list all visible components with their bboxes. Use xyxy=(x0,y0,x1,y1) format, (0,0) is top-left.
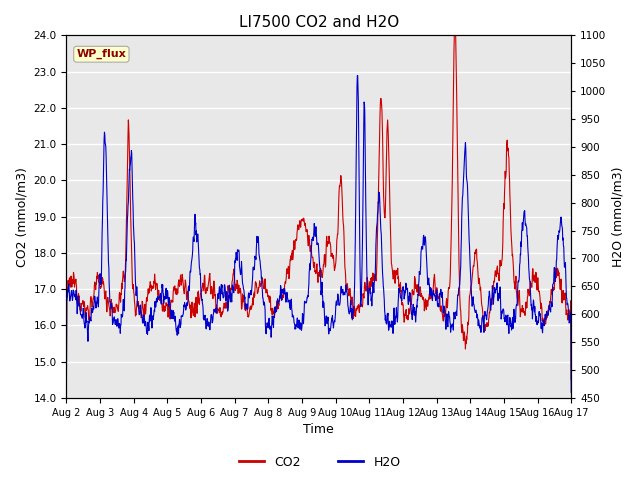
Title: LI7500 CO2 and H2O: LI7500 CO2 and H2O xyxy=(239,15,399,30)
CO2 xyxy=(122,240,130,245)
CO2 xyxy=(63,377,70,383)
H2O xyxy=(296,326,304,332)
H2O xyxy=(350,307,358,312)
CO2 xyxy=(102,290,109,296)
Text: WP_flux: WP_flux xyxy=(77,49,126,60)
X-axis label: Time: Time xyxy=(303,423,334,436)
CO2 xyxy=(350,313,358,319)
H2O xyxy=(567,389,575,395)
H2O xyxy=(276,283,284,288)
H2O xyxy=(102,141,109,147)
H2O xyxy=(122,257,130,263)
CO2 xyxy=(287,253,295,259)
Y-axis label: CO2 (mmol/m3): CO2 (mmol/m3) xyxy=(15,167,28,266)
CO2 xyxy=(451,33,458,38)
H2O xyxy=(63,389,70,395)
Y-axis label: H2O (mmol/m3): H2O (mmol/m3) xyxy=(612,167,625,267)
Legend: CO2, H2O: CO2, H2O xyxy=(234,451,406,474)
CO2 xyxy=(276,291,284,297)
Line: CO2: CO2 xyxy=(67,36,571,380)
CO2 xyxy=(296,222,304,228)
H2O xyxy=(287,299,295,304)
CO2 xyxy=(567,377,575,383)
H2O xyxy=(354,72,362,78)
Line: H2O: H2O xyxy=(67,75,571,392)
